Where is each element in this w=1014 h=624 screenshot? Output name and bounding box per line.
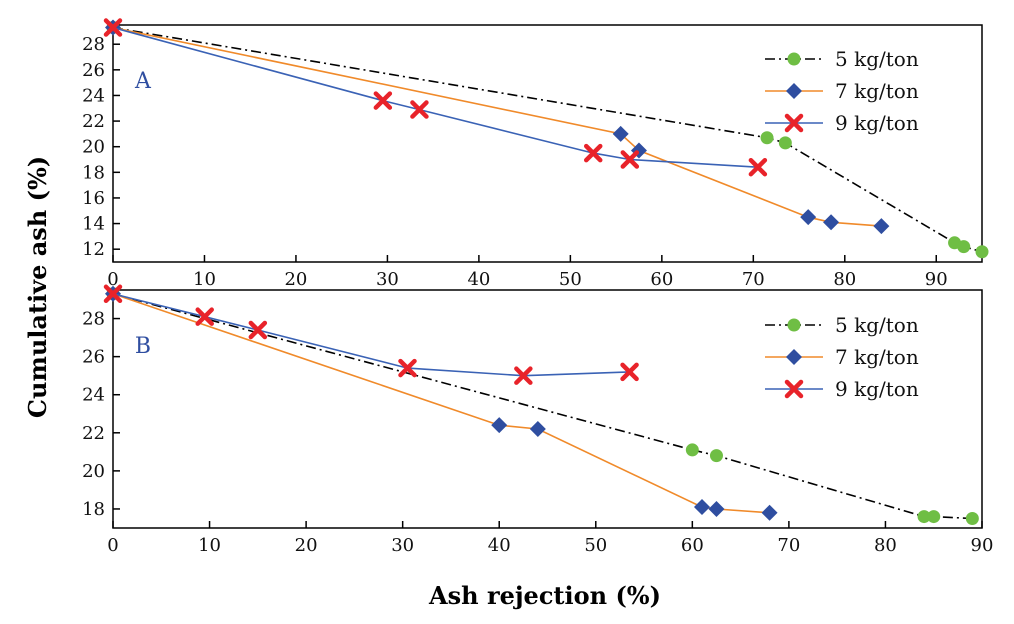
x-tick-label: 50	[559, 269, 582, 290]
data-point-7-kg-ton	[612, 125, 629, 142]
x-tick-label: 30	[391, 535, 414, 556]
y-tick-label: 26	[82, 347, 105, 368]
panel-a-frame	[112, 24, 983, 263]
y-tick-label: 16	[82, 188, 105, 209]
data-point-9-kg-ton	[620, 362, 639, 382]
data-point-7-kg-ton	[529, 420, 546, 437]
x-tick-label: 90	[971, 535, 994, 556]
y-tick-label: 24	[82, 85, 105, 106]
data-point-9-kg-ton	[103, 18, 123, 37]
y-tick-label: 12	[82, 239, 105, 260]
data-point-5-kg-ton	[709, 449, 723, 463]
y-tick-label: 22	[82, 111, 105, 132]
x-axis-title: Ash rejection (%)	[428, 581, 661, 610]
legend-label-9-kg-ton: 9 kg/ton	[835, 111, 919, 135]
data-point-7-kg-ton	[800, 209, 817, 226]
panel-b-frame	[112, 289, 983, 529]
legend-label-7-kg-ton: 7 kg/ton	[835, 345, 919, 369]
y-tick-label: 26	[82, 60, 105, 81]
data-point-9-kg-ton	[195, 307, 214, 326]
x-tick-label: 60	[650, 269, 673, 290]
data-point-9-kg-ton	[103, 284, 123, 304]
data-point-5-kg-ton	[685, 443, 699, 457]
legend-label-9-kg-ton: 9 kg/ton	[835, 377, 919, 401]
data-point-7-kg-ton	[693, 499, 710, 516]
x-tick-label: 20	[284, 269, 307, 290]
data-point-9-kg-ton	[514, 366, 533, 385]
x-tick-label: 0	[107, 269, 118, 290]
panel-a-label: A	[134, 69, 152, 94]
data-point-5-kg-ton	[975, 245, 989, 259]
x-tick-label: 90	[925, 269, 948, 290]
legend-marker-7-kg-ton	[786, 349, 802, 365]
x-tick-label: 30	[376, 269, 399, 290]
legend-label-5-kg-ton: 5 kg/ton	[835, 47, 919, 71]
data-point-5-kg-ton	[917, 510, 931, 524]
data-point-7-kg-ton	[708, 500, 725, 517]
data-point-9-kg-ton	[373, 91, 393, 110]
data-point-9-kg-ton	[620, 150, 640, 169]
series-line-9-kg-ton	[112, 26, 758, 168]
x-tick-label: 10	[198, 535, 221, 556]
x-tick-label: 10	[193, 269, 216, 290]
data-point-5-kg-ton	[965, 511, 979, 525]
y-tick-label: 14	[82, 214, 105, 235]
x-tick-label: 60	[681, 535, 704, 556]
x-tick-label: 80	[874, 535, 897, 556]
x-tick-label: 70	[742, 269, 765, 290]
legend-marker-9-kg-ton	[784, 113, 804, 133]
series-line-9-kg-ton	[112, 293, 630, 377]
data-point-9-kg-ton	[583, 143, 603, 163]
y-tick-label: 18	[82, 499, 105, 520]
panel-a: 0 10 20 30 40 50 60 70 80 90 12 14 16 18 20 22 24 26 28 A 5 …	[82, 18, 989, 290]
legend-marker-9-kg-ton	[784, 379, 804, 399]
y-tick-label: 28	[82, 309, 105, 330]
y-axis-title: Cumulative ash (%)	[23, 156, 52, 418]
data-point-9-kg-ton	[248, 320, 268, 340]
panel-b: 0 10 20 30 40 50 60 70 80 90 18 20 22 24 26 28 B 5 kg/ton…	[82, 284, 994, 556]
data-point-9-kg-ton	[748, 157, 768, 177]
series-line-5-kg-ton	[112, 26, 983, 253]
x-tick-label: 80	[833, 269, 856, 290]
legend-marker-5-kg-ton	[787, 318, 801, 332]
x-tick-label: 50	[584, 535, 607, 556]
series-line-7-kg-ton	[112, 26, 882, 227]
data-point-9-kg-ton	[410, 100, 429, 119]
x-tick-label: 20	[295, 535, 318, 556]
y-tick-label: 22	[82, 423, 105, 444]
y-tick-label: 20	[82, 137, 105, 158]
y-tick-label: 20	[82, 461, 105, 482]
y-tick-label: 28	[82, 34, 105, 55]
series-line-7-kg-ton	[112, 293, 770, 514]
data-point-5-kg-ton	[760, 131, 774, 145]
data-point-7-kg-ton	[491, 417, 508, 434]
x-tick-label: 40	[467, 269, 490, 290]
panel-b-label: B	[135, 334, 151, 359]
legend-label-7-kg-ton: 7 kg/ton	[835, 79, 919, 103]
y-tick-label: 24	[82, 385, 105, 406]
x-tick-label: 70	[777, 535, 800, 556]
data-point-9-kg-ton	[398, 358, 417, 378]
x-tick-label: 0	[107, 535, 118, 556]
legend-label-5-kg-ton: 5 kg/ton	[835, 313, 919, 337]
legend-marker-5-kg-ton	[787, 52, 801, 66]
data-point-7-kg-ton	[823, 214, 840, 231]
legend-marker-7-kg-ton	[786, 83, 802, 99]
data-point-7-kg-ton	[761, 504, 778, 521]
y-tick-label: 18	[82, 162, 105, 183]
data-point-5-kg-ton	[778, 136, 792, 150]
data-point-5-kg-ton	[957, 240, 971, 254]
data-point-5-kg-ton	[927, 510, 941, 524]
x-tick-label: 40	[488, 535, 511, 556]
data-point-7-kg-ton	[873, 218, 890, 235]
